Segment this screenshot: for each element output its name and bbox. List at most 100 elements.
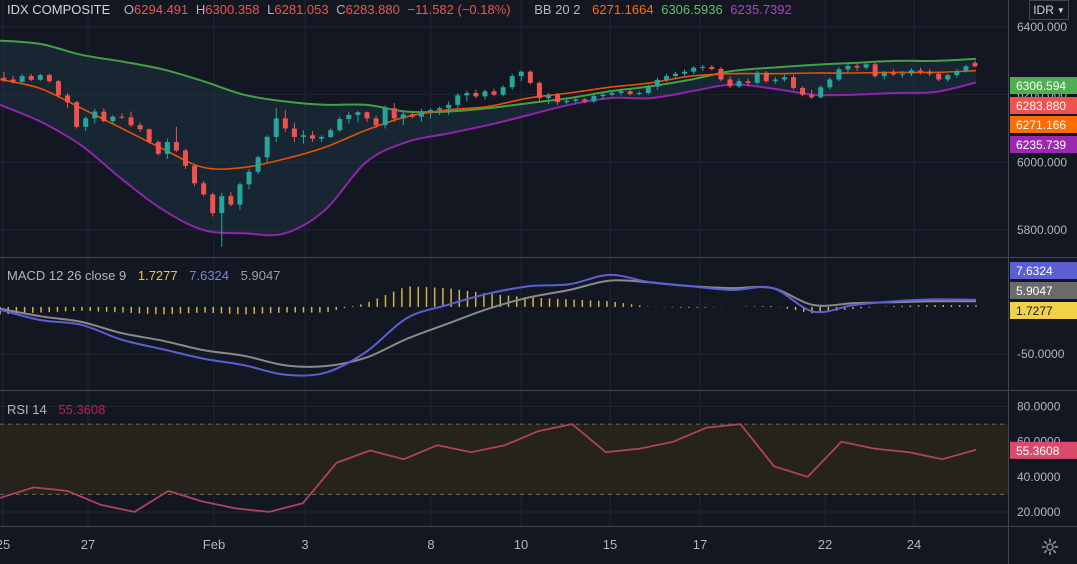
open-label: O (123, 2, 135, 17)
candle-body (663, 76, 669, 80)
candle-body (881, 72, 887, 77)
close-value: 6283.880 (345, 2, 400, 17)
x-tick-label: 22 (818, 537, 832, 552)
y-tick-label: 80.0000 (1017, 400, 1061, 414)
candle-body (863, 64, 869, 68)
candle-body (437, 108, 443, 110)
macd-price-tag-bg (1010, 302, 1077, 319)
macd-label[interactable]: MACD 12 26 close 9 (7, 268, 127, 283)
macd-value: 7.6324 (189, 268, 230, 283)
gear-icon[interactable] (1041, 538, 1059, 556)
candle-body (809, 94, 815, 98)
candle-body (718, 68, 724, 80)
candle-body (600, 94, 606, 97)
x-tick-label: 3 (301, 537, 308, 552)
candle-body (591, 96, 597, 102)
candle-body (110, 116, 116, 122)
candle-body (155, 142, 161, 154)
main-price-tag: 6235.739 (1016, 138, 1066, 152)
high-label: H (195, 2, 206, 17)
candle-body (845, 65, 851, 70)
candle-body (28, 76, 34, 80)
x-tick-label: 8 (427, 537, 434, 552)
candle-body (455, 95, 461, 105)
currency-button[interactable]: IDR ▼ (1029, 0, 1069, 20)
candle-body (673, 73, 679, 77)
candle-body (228, 196, 234, 205)
candle-body (945, 75, 951, 80)
x-tick-label: 25 (0, 537, 10, 552)
rsi-band-fill (0, 424, 1008, 495)
candle-body (210, 194, 216, 214)
rsi-label[interactable]: RSI 14 (7, 402, 47, 417)
candle-body (291, 128, 297, 137)
candle-body (509, 76, 515, 88)
candle-body (273, 118, 279, 137)
main-price-tag-bg (1010, 116, 1077, 133)
candle-body (500, 87, 506, 95)
candle-body (872, 64, 878, 77)
change-value: −11.582 (−0.18%) (407, 2, 511, 17)
candle-body (627, 91, 633, 95)
high-value: 6300.358 (205, 2, 260, 17)
candle-body (182, 150, 188, 166)
candle-body (1, 77, 7, 80)
candle-body (83, 118, 89, 127)
candle-body (800, 87, 806, 95)
rsi-price-tag: 55.3608 (1016, 444, 1060, 458)
candle-body (682, 71, 688, 74)
rsi-price-tag-bg (1010, 441, 1077, 459)
macd-price-tag-bg (1010, 262, 1077, 279)
main-price-tag: 6271.166 (1016, 118, 1066, 132)
candle-body (55, 81, 61, 96)
candle-body (65, 95, 71, 103)
candle-body (618, 91, 624, 93)
macd-signal-value: 5.9047 (240, 268, 281, 283)
x-tick-label: 24 (907, 537, 921, 552)
candle-body (908, 70, 914, 74)
candle-body (890, 72, 896, 75)
currency-label: IDR (1033, 3, 1054, 17)
candle-body (400, 114, 406, 119)
candle-body (709, 66, 715, 69)
candle-body (781, 77, 787, 80)
x-tick-label: 15 (603, 537, 617, 552)
macd-line (0, 273, 977, 377)
candle-body (818, 87, 824, 98)
candle-body (954, 71, 960, 76)
macd-price-tag: 1.7277 (1016, 304, 1053, 318)
candle-body (473, 92, 479, 97)
candle-body (37, 75, 43, 80)
candle-body (482, 91, 488, 97)
y-tick-label: 6000.000 (1017, 155, 1067, 169)
candle-body (219, 196, 225, 214)
x-tick-label: 27 (81, 537, 95, 552)
candle-body (691, 67, 697, 72)
candle-body (464, 92, 470, 96)
candle-body (972, 62, 978, 67)
candle-body (137, 125, 143, 130)
candle-body (491, 91, 497, 95)
candle-body (74, 102, 80, 127)
main-price-tag: 6306.594 (1016, 79, 1066, 93)
main-price-tag: 6283.880 (1016, 99, 1066, 113)
macd-price-tag: 7.6324 (1016, 264, 1053, 278)
main-price-tag-bg (1010, 136, 1077, 153)
macd-price-tag: 5.9047 (1016, 284, 1053, 298)
y-tick-label: -50.0000 (1017, 347, 1065, 361)
bb-label[interactable]: BB 20 2 (534, 2, 581, 17)
bb-upper-line (0, 39, 977, 114)
symbol-name[interactable]: IDX COMPOSITE (7, 2, 111, 17)
macd-price-tag-bg (1010, 282, 1077, 299)
low-label: L (267, 2, 275, 17)
candle-body (836, 69, 842, 80)
bb-lower-value: 6235.7392 (730, 2, 792, 17)
candle-body (963, 66, 969, 72)
candle-body (373, 118, 379, 126)
bb-basis-line (0, 69, 977, 170)
candle-body (264, 136, 270, 158)
candle-body (763, 72, 769, 82)
candle-body (328, 130, 334, 137)
low-value: 6281.053 (274, 2, 329, 17)
